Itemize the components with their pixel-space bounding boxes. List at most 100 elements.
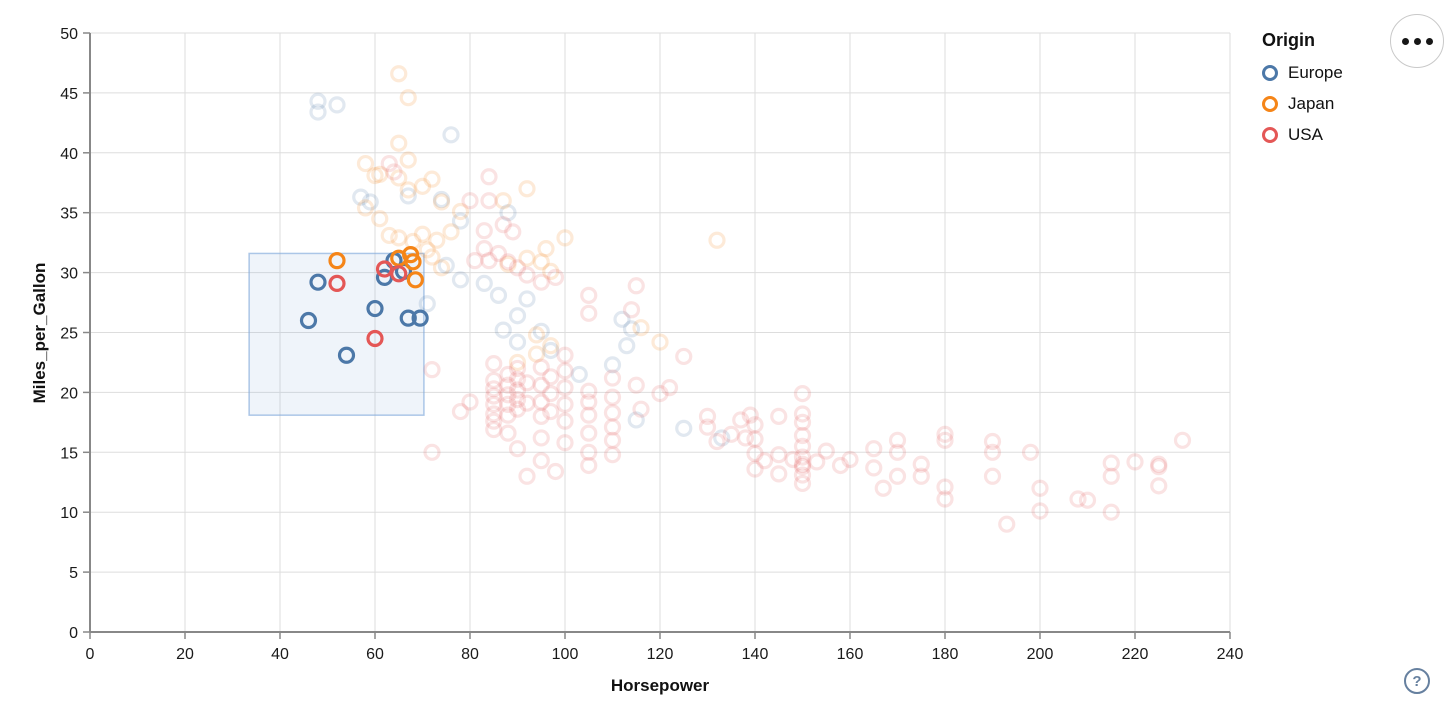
data-point xyxy=(1102,467,1120,485)
data-point xyxy=(936,478,954,496)
data-point xyxy=(366,166,384,185)
x-tick-label: 80 xyxy=(461,646,479,663)
y-tick-label: 10 xyxy=(60,505,78,522)
data-point xyxy=(494,321,512,339)
data-point xyxy=(423,443,441,461)
data-point xyxy=(532,253,550,271)
legend: Origin Europe Japan USA xyxy=(1262,30,1343,156)
data-point xyxy=(1102,454,1120,472)
menu-dot-icon xyxy=(1413,37,1421,45)
y-tick-label: 35 xyxy=(60,206,78,223)
data-point xyxy=(485,395,503,413)
data-point xyxy=(912,455,930,473)
y-tick-label: 50 xyxy=(60,26,78,43)
data-point xyxy=(793,458,812,476)
data-point xyxy=(1150,455,1168,473)
data-point xyxy=(508,370,527,388)
data-point xyxy=(489,244,508,263)
data-point xyxy=(660,379,679,397)
data-point xyxy=(1078,491,1097,509)
legend-item-europe: Europe xyxy=(1262,63,1343,83)
options-menu-button[interactable] xyxy=(1390,14,1444,68)
data-point xyxy=(865,440,883,458)
data-point xyxy=(746,444,764,463)
data-point xyxy=(399,181,417,199)
data-point xyxy=(580,382,598,400)
x-tick-label: 0 xyxy=(86,646,95,663)
data-point xyxy=(475,240,493,258)
data-point xyxy=(480,168,498,186)
data-point xyxy=(580,424,598,442)
data-point xyxy=(485,371,503,390)
data-point xyxy=(480,192,498,210)
x-tick-label: 20 xyxy=(176,646,194,663)
data-point xyxy=(627,376,645,394)
data-point xyxy=(1150,458,1168,476)
data-point xyxy=(556,434,574,452)
data-point xyxy=(888,467,907,485)
data-point xyxy=(888,443,907,461)
data-point xyxy=(793,413,812,431)
data-point xyxy=(508,400,527,418)
data-point xyxy=(618,337,636,355)
data-point xyxy=(542,384,560,403)
data-point xyxy=(556,395,574,413)
data-point xyxy=(508,359,527,378)
data-point xyxy=(475,274,493,292)
data-point xyxy=(411,309,429,327)
data-point xyxy=(580,393,598,411)
data-point xyxy=(466,252,484,270)
data-point xyxy=(613,310,631,328)
data-point xyxy=(499,204,517,222)
data-point xyxy=(542,337,560,355)
y-tick-label: 45 xyxy=(60,86,78,103)
data-point xyxy=(428,231,446,249)
y-tick-label: 0 xyxy=(69,625,78,642)
data-point xyxy=(793,474,812,493)
data-point xyxy=(632,400,650,418)
data-point xyxy=(309,103,327,121)
data-point xyxy=(371,165,389,183)
data-point xyxy=(542,402,560,421)
data-point xyxy=(371,210,389,228)
data-point xyxy=(841,450,859,469)
data-point xyxy=(622,301,641,319)
data-point xyxy=(741,406,759,424)
data-point xyxy=(936,425,954,443)
x-tick-label: 120 xyxy=(647,646,674,663)
data-point xyxy=(603,404,622,422)
y-tick-label: 5 xyxy=(69,565,78,582)
data-point xyxy=(399,89,417,107)
data-point xyxy=(603,431,622,449)
y-tick-label: 20 xyxy=(60,385,78,402)
help-button[interactable]: ? xyxy=(1404,668,1430,694)
data-point xyxy=(418,295,436,313)
data-point xyxy=(499,395,517,413)
data-point xyxy=(485,355,503,373)
data-point xyxy=(518,180,536,198)
x-tick-label: 60 xyxy=(366,646,384,663)
data-point xyxy=(732,411,750,429)
data-point xyxy=(808,453,826,471)
data-point xyxy=(328,252,346,270)
x-tick-label: 140 xyxy=(742,646,769,663)
data-point xyxy=(998,515,1016,533)
data-point xyxy=(399,187,417,205)
data-point xyxy=(328,274,346,292)
data-point xyxy=(451,402,470,421)
data-point xyxy=(518,467,536,485)
data-point xyxy=(508,307,527,325)
data-point xyxy=(570,365,588,384)
data-point xyxy=(518,290,536,308)
data-point xyxy=(793,437,812,455)
data-point xyxy=(461,192,479,210)
data-point xyxy=(499,255,517,273)
data-point xyxy=(580,406,598,424)
data-point xyxy=(627,277,645,295)
data-point xyxy=(556,362,574,380)
data-point xyxy=(499,406,517,424)
data-point xyxy=(632,319,650,337)
data-point xyxy=(432,193,451,211)
data-point xyxy=(485,380,503,398)
